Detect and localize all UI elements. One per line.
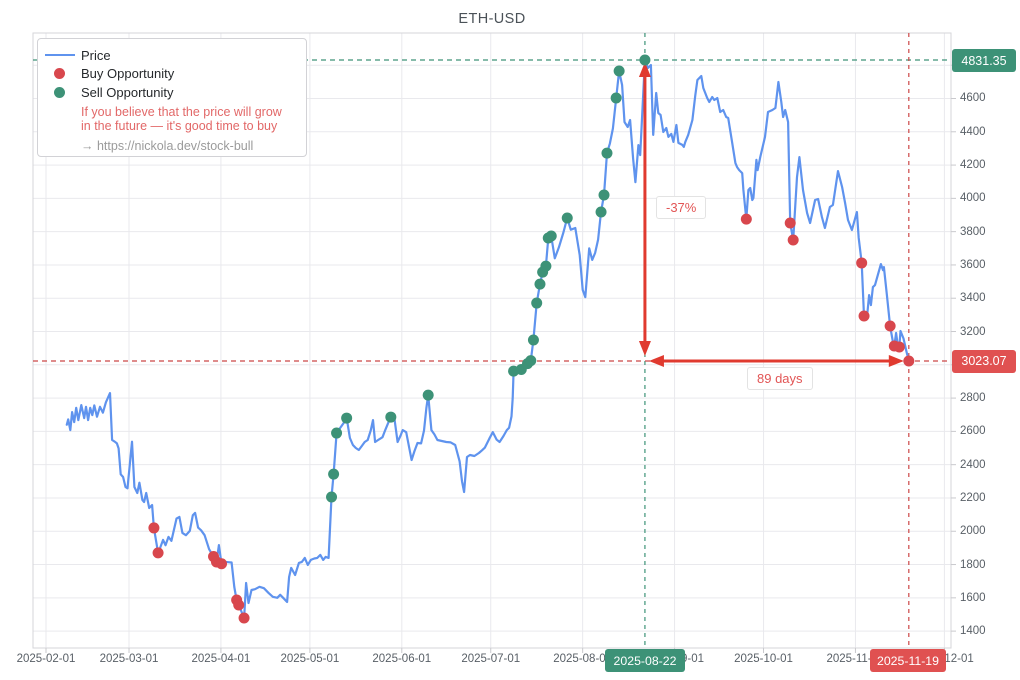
- legend-box: Price Buy Opportunity Sell Opportunity I…: [37, 38, 307, 157]
- plot-border: [32, 32, 952, 649]
- y-tick-label: 3400: [960, 292, 986, 305]
- drop-arrow-head-up: [638, 61, 651, 77]
- buy-opportunity-dot[interactable]: [858, 310, 870, 322]
- buy-opportunity-dot[interactable]: [216, 558, 228, 570]
- buy-opportunity-dot[interactable]: [148, 522, 160, 534]
- x-tick-label: 2025-06-01: [372, 653, 432, 665]
- legend-item-label: Buy Opportunity: [81, 66, 175, 82]
- legend-note-line1: If you believe that the price will grow: [81, 104, 282, 119]
- sell-opportunity-dot[interactable]: [561, 212, 573, 224]
- high-date-badge: 2025-08-22: [605, 649, 685, 672]
- x-tick-label: 2025-02-01: [16, 653, 76, 665]
- y-tick-label: 1600: [960, 591, 986, 604]
- sell-opportunity-dot[interactable]: [534, 278, 546, 290]
- sell-opportunity-dot[interactable]: [331, 427, 343, 439]
- sell-opportunity-dot[interactable]: [540, 260, 552, 272]
- buy-opportunity-dot[interactable]: [903, 355, 915, 367]
- x-tick-label: 2025-03-01: [99, 653, 159, 665]
- legend-item-sell[interactable]: Sell Opportunity: [38, 83, 306, 102]
- x-tick-label: 2025-10-01: [734, 653, 793, 665]
- y-tick-label: 2200: [960, 491, 986, 504]
- y-tick-label: 2000: [960, 525, 986, 538]
- drop-arrow-head-down: [638, 340, 651, 356]
- buy-opportunity-dot[interactable]: [884, 320, 896, 332]
- y-tick-label: 4400: [960, 125, 986, 138]
- y-tick-label: 2800: [960, 392, 986, 405]
- legend-item-buy[interactable]: Buy Opportunity: [38, 65, 306, 84]
- chart-title: ETH-USD: [458, 11, 526, 27]
- sell-opportunity-dot[interactable]: [545, 230, 557, 242]
- sell-opportunity-dot[interactable]: [326, 491, 338, 503]
- sell-opportunity-dot[interactable]: [639, 54, 651, 66]
- x-tick-label: 2025-07-01: [461, 653, 521, 665]
- x-tick-label: 2025-08-01: [553, 653, 613, 665]
- y-tick-label: 3200: [960, 325, 986, 338]
- buy-opportunity-dot[interactable]: [740, 213, 752, 225]
- x-tick-label: 2025-11-01: [826, 653, 885, 665]
- y-tick-label: 1800: [960, 558, 986, 571]
- low-price-badge: 3023.07: [952, 349, 1016, 373]
- promo-link[interactable]: → https://nickola.dev/stock-bull: [81, 138, 254, 153]
- x-tick-label: 2025-04-01: [191, 653, 251, 665]
- legend-item-label: Price: [81, 47, 111, 63]
- y-tick-label: 4000: [960, 192, 986, 205]
- legend-note: If you believe that the price will grow …: [81, 105, 306, 134]
- y-tick-label: 4600: [960, 92, 986, 105]
- y-tick-label: 2600: [960, 425, 986, 438]
- sell-opportunity-dot[interactable]: [601, 147, 613, 159]
- drop-percent-label: -37%: [656, 196, 707, 219]
- duration-label: 89 days: [747, 367, 813, 390]
- y-tick-label: 2400: [960, 458, 986, 471]
- duration-arrow-head-left: [648, 354, 664, 367]
- buy-opportunity-dot[interactable]: [784, 217, 796, 229]
- y-tick-label: 4200: [960, 159, 986, 172]
- x-tick-label: 2025-05-01: [280, 653, 340, 665]
- sell-opportunity-dot[interactable]: [598, 189, 610, 201]
- buy-opportunity-dot[interactable]: [152, 547, 164, 559]
- sell-opportunity-dot[interactable]: [341, 412, 353, 424]
- sell-opportunity-dot[interactable]: [610, 92, 622, 104]
- sell-opportunity-dot[interactable]: [531, 297, 543, 309]
- y-tick-label: 3800: [960, 225, 986, 238]
- sell-opportunity-dot[interactable]: [328, 468, 340, 480]
- buy-opportunity-dot[interactable]: [238, 612, 250, 624]
- buy-dot-icon: [38, 68, 81, 80]
- sell-dot-icon: [38, 86, 81, 98]
- sell-opportunity-dot[interactable]: [525, 355, 537, 367]
- sell-opportunity-dot[interactable]: [422, 389, 434, 401]
- buy-opportunity-dot[interactable]: [787, 234, 799, 246]
- price-line-icon: [38, 54, 81, 57]
- duration-arrow-head-right: [888, 354, 904, 367]
- buy-opportunity-dot[interactable]: [893, 341, 905, 353]
- sell-opportunity-dot[interactable]: [595, 206, 607, 218]
- y-tick-label: 1400: [960, 625, 986, 638]
- price-line: [65, 58, 910, 620]
- legend-item-label: Sell Opportunity: [81, 84, 174, 100]
- sell-opportunity-dot[interactable]: [613, 65, 625, 77]
- low-date-badge: 2025-11-19: [870, 649, 946, 672]
- legend-item-price[interactable]: Price: [38, 46, 306, 65]
- buy-opportunity-dot[interactable]: [233, 599, 245, 611]
- high-price-badge: 4831.35: [952, 49, 1016, 72]
- sell-opportunity-dot[interactable]: [527, 334, 539, 346]
- y-tick-label: 3600: [960, 258, 986, 271]
- sell-opportunity-dot[interactable]: [385, 411, 397, 423]
- buy-opportunity-dot[interactable]: [856, 257, 868, 269]
- legend-note-line2: in the future — it's good time to buy: [81, 119, 278, 133]
